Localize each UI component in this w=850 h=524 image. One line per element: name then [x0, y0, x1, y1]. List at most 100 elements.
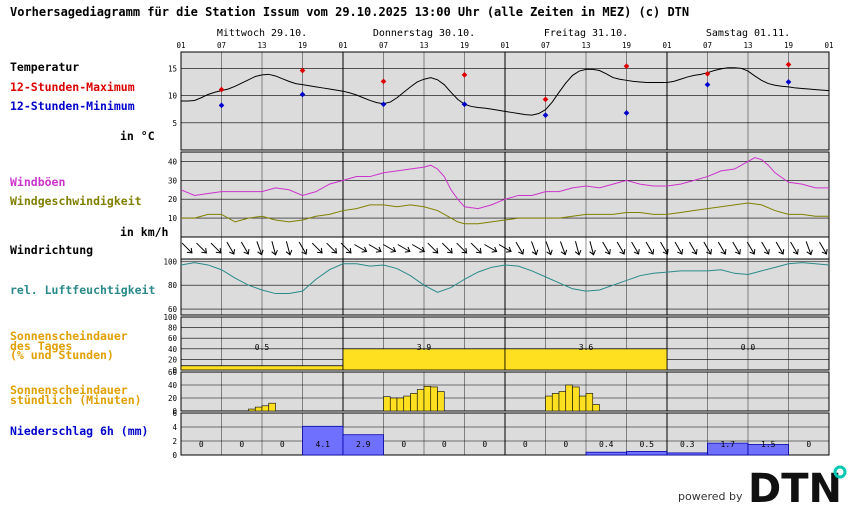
sun-hourly-bar [416, 389, 425, 412]
sun-daily-label: 3.9 [417, 343, 432, 352]
wind-arrow [559, 241, 568, 256]
y-tick-label: 2 [172, 437, 177, 446]
wind-arrow-head [375, 246, 382, 253]
wind-arrow-head [821, 249, 828, 255]
precip-label: 0 [239, 440, 244, 449]
wind-arrow-shaft [515, 241, 524, 255]
dtn-logo: DTN [748, 465, 847, 508]
sun-hourly-bar [572, 386, 580, 412]
hour-tick-label: 13 [419, 41, 428, 50]
wind-arrow [498, 244, 512, 253]
sun-hourly-bar [261, 405, 270, 412]
wind-arrow-shaft [196, 242, 207, 254]
y-tick-label: 10 [168, 214, 178, 223]
min-point [542, 112, 549, 118]
wind-arrow-shaft [616, 241, 625, 255]
wind-arrow-shaft [775, 241, 784, 255]
day-label: Mittwoch 29.10. [217, 28, 307, 39]
wind-arrow-shaft [226, 241, 235, 255]
label-sun-daily-2: des Tages [10, 339, 72, 353]
precip-label: 1.5 [761, 440, 776, 449]
wind-arrow-head [215, 247, 222, 254]
wind-arrow-head [763, 249, 770, 255]
precip-label: 0 [482, 440, 487, 449]
y-tick-label: 60 [168, 334, 178, 343]
precip-label: 0.4 [599, 440, 614, 449]
wind-arrow-shaft [674, 241, 683, 255]
y-tick-label: 6 [172, 409, 177, 418]
precip-bar [666, 452, 708, 456]
wind-arrow [456, 242, 468, 254]
wind-arrow-head [186, 247, 193, 254]
wind-arrow-shaft [631, 241, 640, 255]
hour-tick-label: 01 [338, 41, 347, 50]
wind-arrow-head [476, 247, 482, 254]
wind-arrow [545, 241, 553, 256]
y-tick-label: 40 [168, 157, 178, 166]
wind-arrow-shaft [602, 241, 611, 255]
wind-arrow-shaft [790, 241, 799, 255]
wind-arrow-head [518, 249, 525, 255]
wind-arrow [411, 244, 426, 253]
wind-arrow [602, 241, 611, 255]
y-tick-label: 20 [168, 355, 178, 364]
wind-arrow [196, 242, 207, 254]
max-point [299, 67, 306, 74]
hour-tick-label: 01 [500, 41, 509, 50]
max-point [704, 70, 711, 77]
wind-arrow-shaft [470, 242, 482, 254]
wind-arrow-head [589, 249, 596, 256]
wind-arrow [383, 244, 397, 253]
hour-tick-label: 07 [703, 41, 712, 50]
sun-hourly-bar [396, 397, 405, 412]
precip-label: 1.7 [721, 440, 736, 449]
wind-arrow-shaft [574, 241, 580, 255]
hour-tick-label: 01 [824, 41, 833, 50]
wind-arrow [531, 241, 539, 256]
wind-arrow-head [257, 249, 264, 256]
wind-arrow-head [749, 249, 756, 255]
sun-daily-bar [504, 348, 668, 371]
wind-arrow-head [331, 247, 338, 254]
label-gusts: Windböen [10, 175, 65, 189]
wind-arrow [790, 241, 799, 255]
y-tick-label: 40 [168, 381, 178, 390]
wind-arrow-head [432, 247, 439, 254]
label-precip: Niederschlag 6h (mm) [10, 424, 148, 438]
wind-arrow-shaft [383, 244, 396, 252]
sun-hourly-bar [585, 393, 594, 412]
wind-arrow-shaft [688, 241, 697, 255]
wind-arrow-shaft [484, 244, 497, 252]
wind-arrow-head [506, 246, 512, 253]
wind-arrow-shaft [411, 244, 425, 252]
wind-arrow-shaft [397, 244, 411, 252]
precip-label: 2.9 [356, 440, 371, 449]
max-point [461, 72, 468, 78]
hour-tick-labels: 01 07 13 19 01 07 13 19 01 07 13 19 01 07 13 19 01 [176, 41, 833, 50]
label-sun-hourly-2: stündlich (Minuten) [10, 393, 142, 407]
wind-arrow-head [734, 249, 741, 255]
wind-arrow [271, 241, 278, 256]
wind-arrow [368, 244, 382, 253]
max-point [623, 63, 630, 69]
wind-arrow-shaft [311, 242, 323, 254]
wind-arrow-head [806, 249, 813, 256]
wind-arrow [427, 242, 439, 254]
wind-arrow [285, 241, 293, 256]
wind-arrow [298, 241, 308, 255]
hour-tick-label: 19 [622, 41, 631, 50]
label-sun-daily-1: Sonnenscheindauer [10, 329, 128, 343]
panels: 5101510203040608010002040608010002040600… [163, 51, 830, 460]
sun-hourly-bar [578, 395, 587, 412]
wind-arrow-shaft [368, 244, 382, 252]
wind-arrow-shaft [531, 241, 537, 255]
max-point [380, 78, 387, 85]
min-point [785, 79, 792, 85]
wind-arrow [441, 242, 453, 254]
wind-arrow-shaft [326, 242, 337, 254]
precip-label: 0 [401, 440, 406, 449]
wind-arrow-head [720, 249, 727, 255]
wind-arrow-head [691, 249, 698, 255]
precip-label: 0 [563, 440, 568, 449]
